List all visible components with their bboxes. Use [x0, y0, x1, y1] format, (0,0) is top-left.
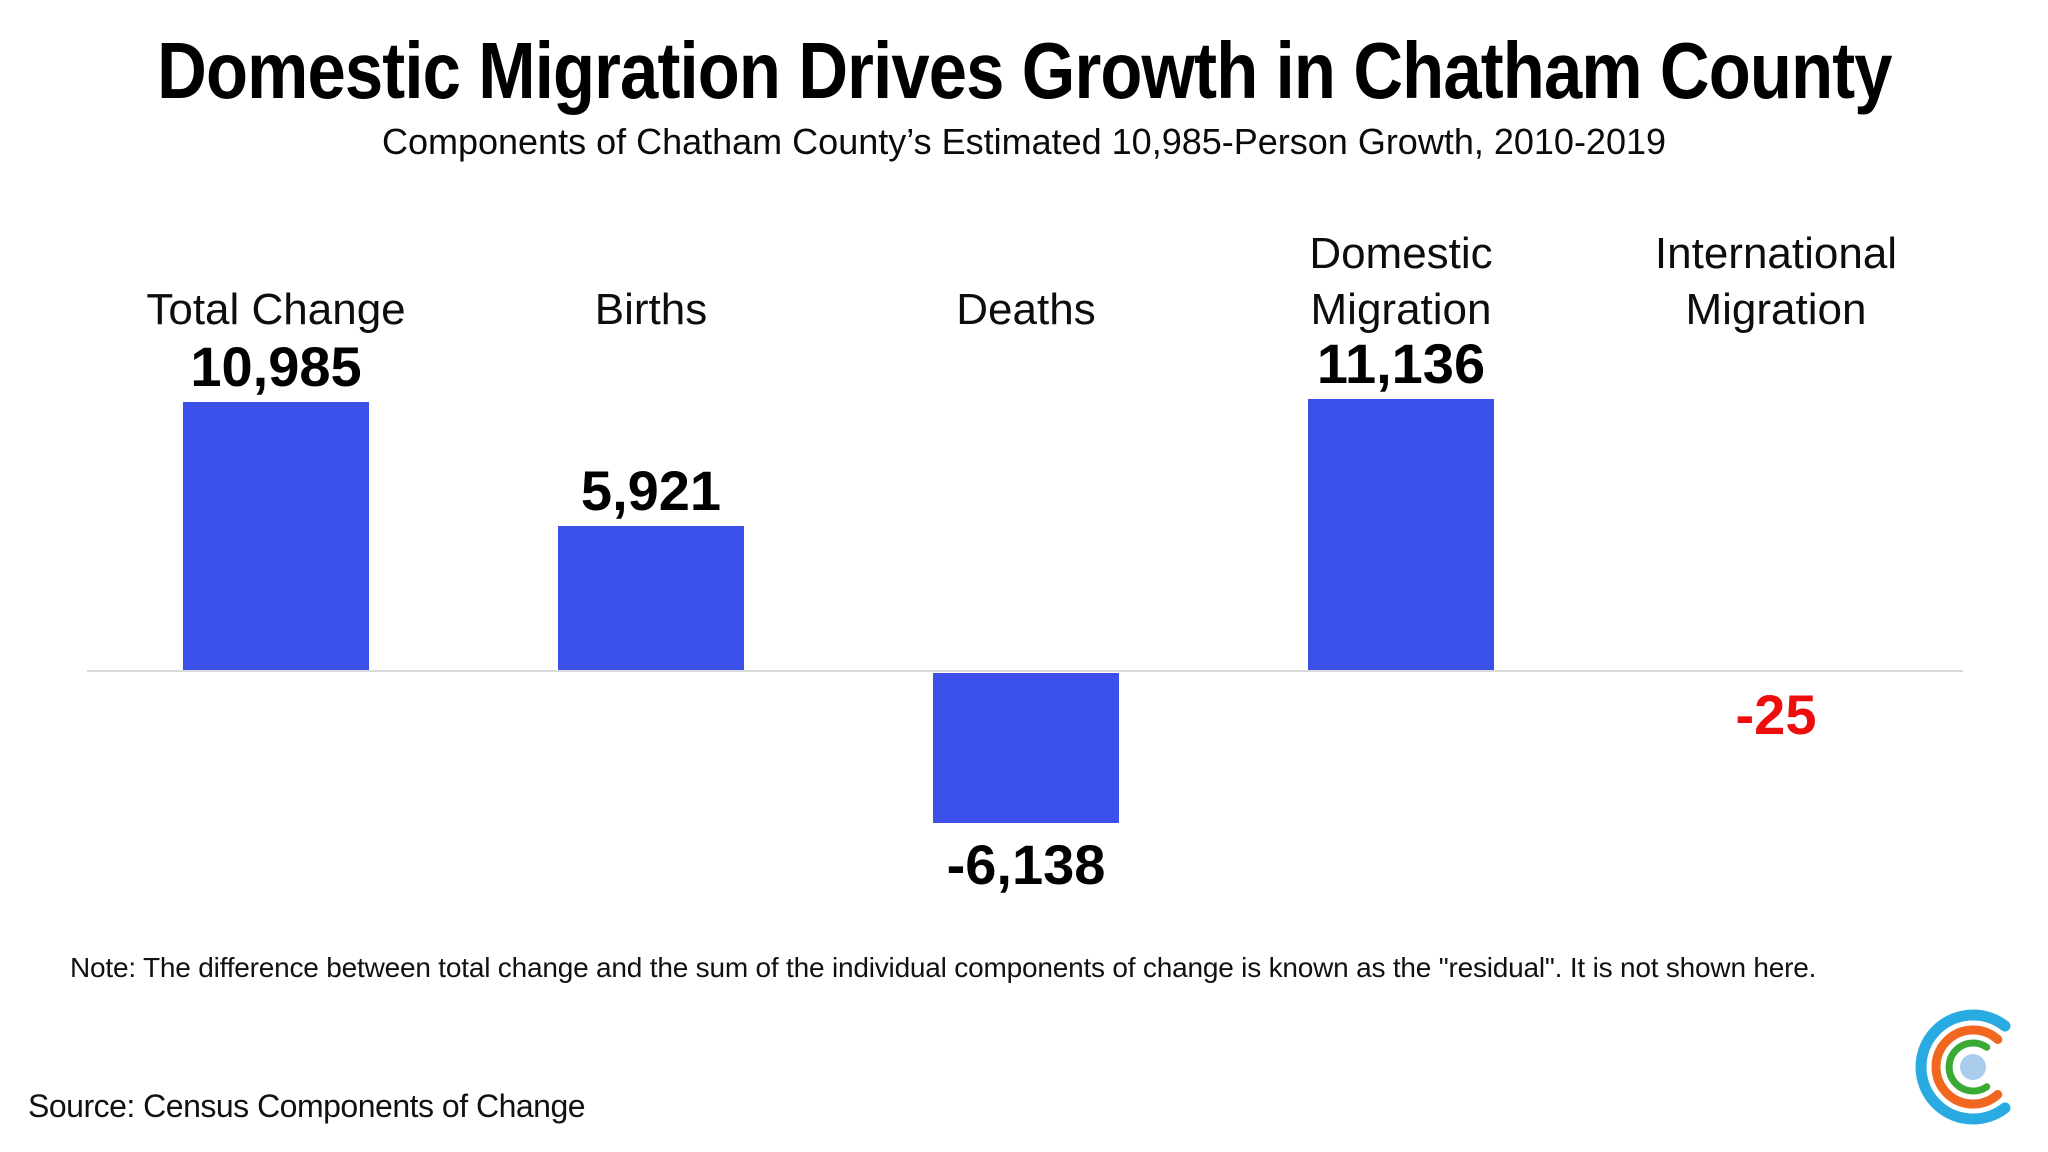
chart-title: Domestic Migration Drives Growth in Chat… [0, 27, 2048, 115]
x-axis-baseline [87, 670, 1963, 672]
bar-births [558, 526, 744, 671]
chart-column-domestic-migration: Domestic Migration 11,136 [1213, 0, 1589, 1152]
logo-outer-arc [1915, 1009, 2011, 1125]
logo-middle-arc [1931, 1025, 2003, 1109]
value-label: 10,985 [190, 335, 362, 398]
value-label: 5,921 [580, 459, 722, 522]
value-label: -6,138 [946, 833, 1106, 896]
value-label: -25 [1735, 683, 1817, 746]
value-label: 11,136 [1316, 332, 1486, 395]
chart-column-international-migration: International Migration -25 [1588, 0, 1964, 1152]
category-label: Births [594, 285, 708, 335]
chart-column-deaths: Deaths -6,138 [838, 0, 1214, 1152]
footnote: Note: The difference between total chang… [70, 952, 1817, 983]
logo-inner-arc [1945, 1039, 1991, 1095]
chart-subtitle: Components of Chatham County’s Estimated… [381, 121, 1667, 162]
logo-center-dot [1960, 1054, 1986, 1080]
bar-deaths [933, 673, 1119, 823]
category-label: Domestic Migration [1309, 229, 1493, 335]
source-credit: Source: Census Components of Change [28, 1088, 586, 1124]
category-label: International Migration [1654, 229, 1898, 335]
chart-column-total-change: Total Change 10,985 [88, 0, 464, 1152]
chart-column-births: Births 5,921 [463, 0, 839, 1152]
concentric-c-logo [1915, 1009, 2011, 1125]
category-label: Total Change [146, 285, 406, 335]
bar-total-change [183, 402, 369, 671]
bar-domestic-migration [1308, 399, 1494, 671]
chart-title-text: Domestic Migration Drives Growth in Chat… [156, 26, 1892, 115]
category-label: Deaths [956, 285, 1096, 335]
